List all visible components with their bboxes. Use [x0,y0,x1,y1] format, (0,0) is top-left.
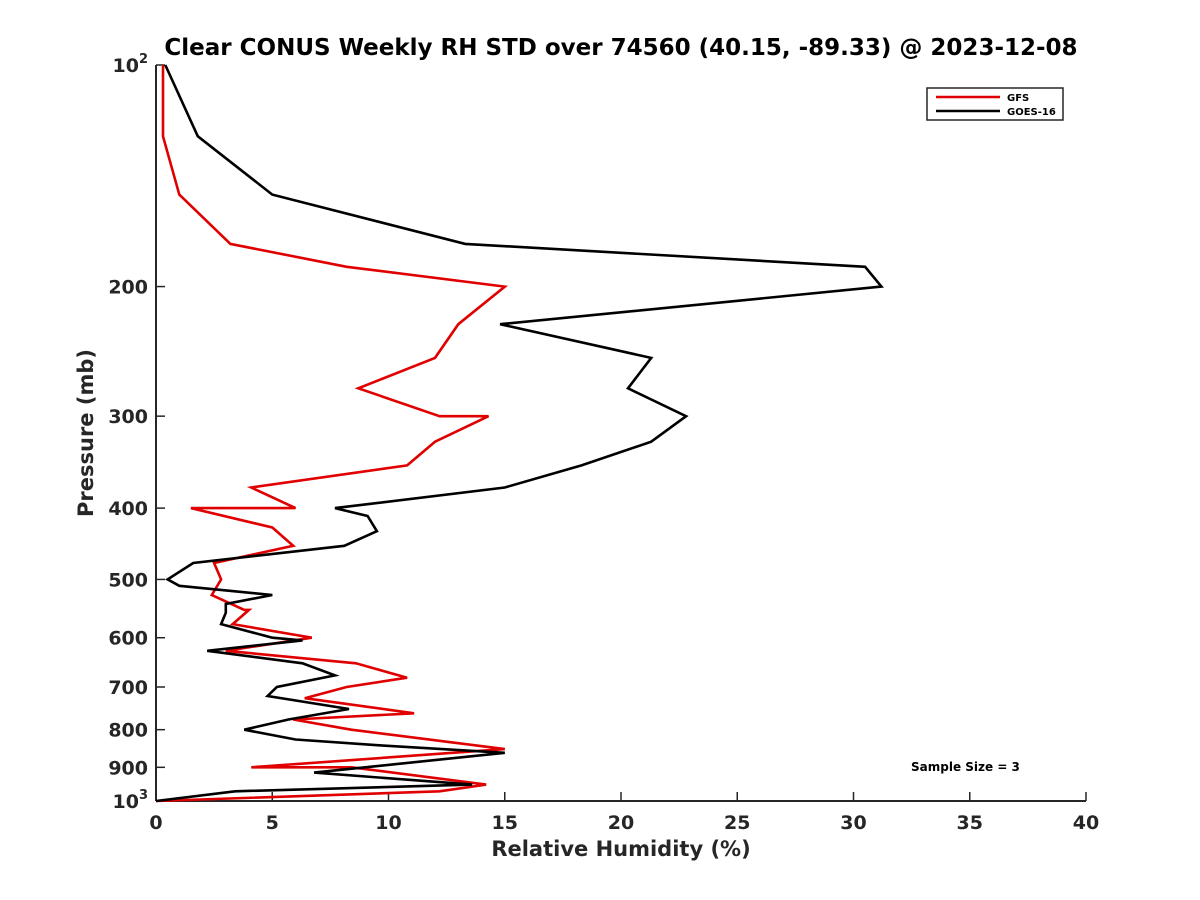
x-ticks: 0 5 10 15 20 25 30 35 40 [149,792,1099,834]
y-tick-label: 500 [108,569,148,591]
y-tick-label: 700 [108,677,148,699]
y-tick-label: 103 [113,788,149,813]
y-tick-label: 300 [108,406,148,428]
x-tick-label: 40 [1073,812,1099,834]
y-tick-label: 800 [108,720,148,742]
x-tick-label: 20 [608,812,634,834]
x-tick-label: 0 [149,812,162,834]
series-line-gfs [155,65,508,803]
sample-size-annotation: Sample Size = 3 [911,760,1020,774]
legend-label-goes-16: GOES-16 [1007,107,1056,118]
y-axis-label: Pressure (mb) [74,349,98,517]
x-tick-label: 35 [957,812,983,834]
legend-box [926,87,1064,121]
x-tick-label: 10 [375,812,401,834]
y-ticks: 102 200 300 400 500 600 700 800 900 103 [108,52,165,813]
legend: GFS GOES-16 [926,87,1064,121]
y-tick-label: 200 [108,277,148,299]
series-group [155,64,884,803]
y-tick-label: 400 [108,498,148,520]
x-tick-label: 15 [492,812,518,834]
y-tick-label: 900 [108,757,148,779]
x-tick-label: 25 [724,812,750,834]
y-tick-label: 600 [108,628,148,650]
x-tick-label: 5 [266,812,279,834]
x-tick-label: 30 [840,812,866,834]
y-tick-label: 102 [113,52,149,77]
series-line-goes-16 [155,64,884,803]
legend-label-gfs: GFS [1007,93,1029,104]
axes [155,65,1086,802]
x-axis-label: Relative Humidity (%) [491,837,750,861]
chart-title: Clear CONUS Weekly RH STD over 74560 (40… [164,35,1077,61]
